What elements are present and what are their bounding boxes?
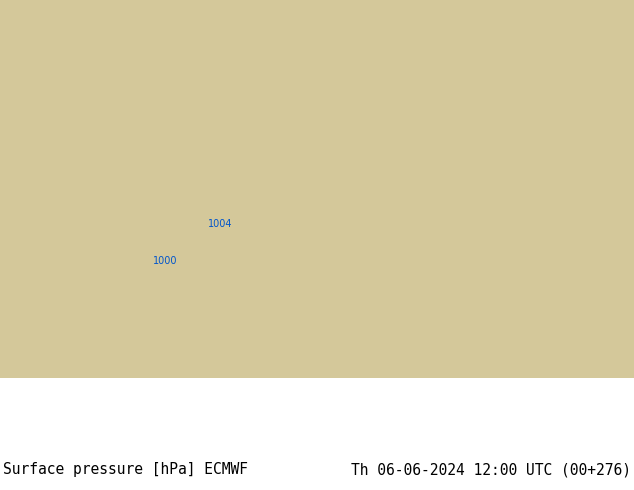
Text: 1004: 1004 (209, 219, 233, 229)
Text: Surface pressure [hPa] ECMWF: Surface pressure [hPa] ECMWF (3, 462, 248, 477)
Text: 1000: 1000 (153, 256, 178, 267)
Text: Th 06-06-2024 12:00 UTC (00+276): Th 06-06-2024 12:00 UTC (00+276) (351, 462, 631, 477)
Bar (0, 0, 634, 378)
